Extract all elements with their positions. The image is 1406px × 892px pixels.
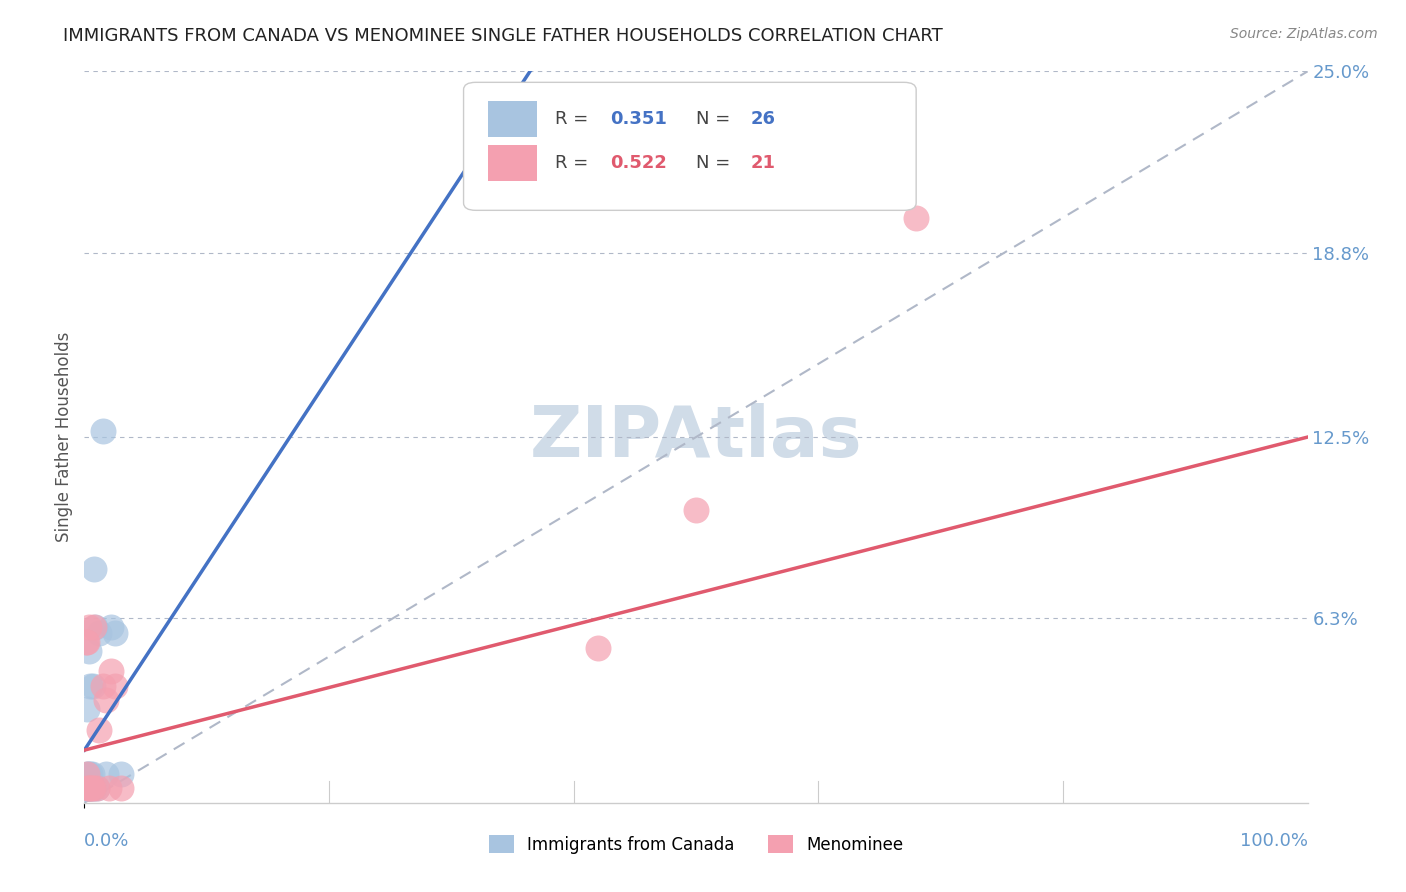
Text: IMMIGRANTS FROM CANADA VS MENOMINEE SINGLE FATHER HOUSEHOLDS CORRELATION CHART: IMMIGRANTS FROM CANADA VS MENOMINEE SING… xyxy=(63,27,943,45)
Point xyxy=(586,640,609,655)
Text: ZIPAtlas: ZIPAtlas xyxy=(530,402,862,472)
Point xyxy=(77,643,100,657)
Point xyxy=(83,781,105,796)
FancyBboxPatch shape xyxy=(488,101,537,137)
Point xyxy=(79,766,101,780)
Point xyxy=(83,562,105,576)
Point xyxy=(75,781,97,796)
Point xyxy=(84,620,107,634)
Text: N =: N = xyxy=(696,153,730,172)
Point xyxy=(96,766,118,780)
Point xyxy=(75,781,97,796)
Point xyxy=(80,781,103,796)
Point xyxy=(79,781,101,796)
Text: 0.522: 0.522 xyxy=(610,153,668,172)
Point xyxy=(77,781,100,796)
Point xyxy=(100,620,122,634)
Text: 100.0%: 100.0% xyxy=(1240,832,1308,850)
Point xyxy=(82,781,104,796)
Point xyxy=(104,679,127,693)
Text: 26: 26 xyxy=(751,110,776,128)
Point xyxy=(79,781,101,796)
Point xyxy=(96,693,118,707)
FancyBboxPatch shape xyxy=(488,145,537,181)
Point xyxy=(91,424,114,438)
Point xyxy=(80,781,103,796)
FancyBboxPatch shape xyxy=(464,82,917,211)
Point xyxy=(104,626,127,640)
Point xyxy=(77,781,100,796)
Point xyxy=(685,503,707,517)
Point xyxy=(79,679,101,693)
Text: 21: 21 xyxy=(751,153,776,172)
Point xyxy=(110,766,132,780)
Point xyxy=(87,626,110,640)
Y-axis label: Single Father Households: Single Father Households xyxy=(55,332,73,542)
Text: 0.351: 0.351 xyxy=(610,110,668,128)
Point xyxy=(76,702,98,716)
Text: R =: R = xyxy=(555,110,589,128)
Point xyxy=(77,781,100,796)
Point xyxy=(82,679,104,693)
Point xyxy=(77,766,100,780)
Point xyxy=(76,781,98,796)
Text: Source: ZipAtlas.com: Source: ZipAtlas.com xyxy=(1230,27,1378,41)
Point xyxy=(76,766,98,780)
Point xyxy=(80,766,103,780)
Point xyxy=(100,664,122,678)
Point xyxy=(905,211,928,225)
Text: 0.0%: 0.0% xyxy=(84,832,129,850)
Point xyxy=(76,635,98,649)
Point xyxy=(77,620,100,634)
Point xyxy=(87,723,110,737)
Point xyxy=(538,181,561,195)
Point xyxy=(75,635,97,649)
Point xyxy=(86,781,108,796)
Point xyxy=(97,781,120,796)
Point xyxy=(83,620,105,634)
Point xyxy=(77,781,100,796)
Point xyxy=(86,781,108,796)
Text: N =: N = xyxy=(696,110,730,128)
Text: R =: R = xyxy=(555,153,589,172)
Point xyxy=(110,781,132,796)
Point xyxy=(76,766,98,780)
Point xyxy=(91,679,114,693)
Legend: Immigrants from Canada, Menominee: Immigrants from Canada, Menominee xyxy=(482,829,910,860)
